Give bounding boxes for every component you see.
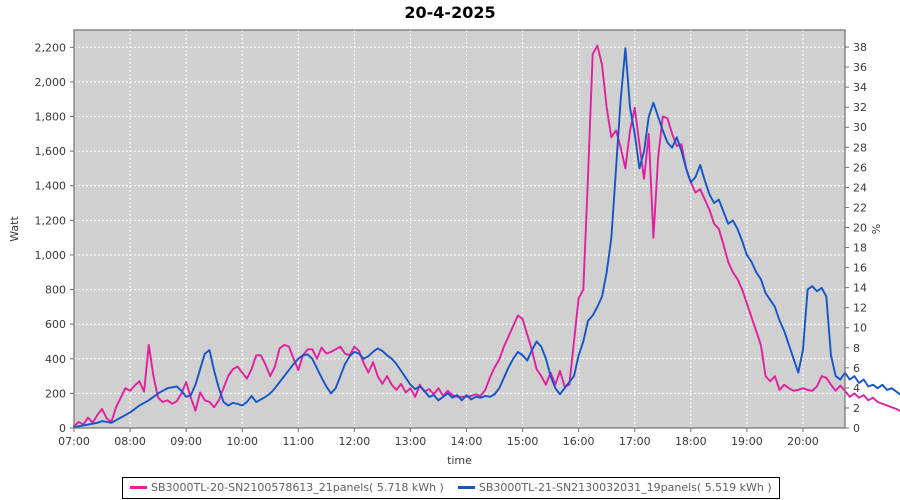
- svg-text:18:00: 18:00: [675, 435, 707, 448]
- svg-text:36: 36: [853, 61, 867, 74]
- svg-text:28: 28: [853, 141, 867, 154]
- svg-text:400: 400: [45, 353, 66, 366]
- svg-text:26: 26: [853, 161, 867, 174]
- x-axis: 07:00 08:00 09:00 10:00 11:00 12:00 13:00 14:00…: [58, 428, 819, 448]
- svg-text:14: 14: [853, 282, 867, 295]
- svg-text:10:00: 10:00: [226, 435, 258, 448]
- legend-swatch-series-1: [130, 486, 147, 489]
- chart-title: 20-4-2025: [404, 3, 496, 22]
- svg-text:2,000: 2,000: [35, 76, 67, 89]
- svg-text:13:00: 13:00: [395, 435, 427, 448]
- svg-text:14:00: 14:00: [451, 435, 483, 448]
- svg-text:8: 8: [853, 342, 860, 355]
- legend-label-series-2: SB3000TL-21-SN2130032031_19panels( 5.519…: [478, 481, 772, 494]
- svg-text:08:00: 08:00: [114, 435, 146, 448]
- svg-text:4: 4: [853, 382, 860, 395]
- svg-text:2: 2: [853, 402, 860, 415]
- svg-text:17:00: 17:00: [619, 435, 651, 448]
- svg-text:19:00: 19:00: [731, 435, 763, 448]
- chart-legend: SB3000TL-20-SN2100578613_21panels( 5.718…: [122, 477, 780, 499]
- series-lines: [73, 44, 900, 429]
- svg-text:12:00: 12:00: [339, 435, 371, 448]
- svg-text:09:00: 09:00: [170, 435, 202, 448]
- svg-text:1,000: 1,000: [35, 249, 67, 262]
- svg-text:34: 34: [853, 81, 867, 94]
- svg-text:18: 18: [853, 242, 867, 255]
- svg-text:2,200: 2,200: [35, 41, 67, 54]
- legend-label-series-1: SB3000TL-20-SN2100578613_21panels( 5.718…: [151, 481, 444, 494]
- svg-text:11:00: 11:00: [282, 435, 314, 448]
- svg-text:600: 600: [45, 318, 66, 331]
- svg-text:20: 20: [853, 221, 867, 234]
- svg-text:38: 38: [853, 41, 867, 54]
- plot-frame: [73, 29, 846, 429]
- svg-text:20:00: 20:00: [787, 435, 819, 448]
- svg-text:15:00: 15:00: [507, 435, 539, 448]
- legend-item-0[interactable]: SB3000TL-20-SN2100578613_21panels( 5.718…: [130, 481, 444, 494]
- svg-text:30: 30: [853, 121, 867, 134]
- svg-text:1,600: 1,600: [35, 145, 67, 158]
- svg-text:1,800: 1,800: [35, 111, 67, 124]
- legend-item-1[interactable]: SB3000TL-21-SN2130032031_19panels( 5.519…: [457, 481, 772, 494]
- plot-background: [74, 30, 845, 428]
- svg-text:200: 200: [45, 387, 66, 400]
- svg-text:12: 12: [853, 302, 867, 315]
- svg-text:22: 22: [853, 201, 867, 214]
- svg-text:24: 24: [853, 181, 867, 194]
- svg-text:1,400: 1,400: [35, 180, 67, 193]
- axis-titles: time Watt%: [8, 216, 883, 467]
- svg-text:0: 0: [853, 422, 860, 435]
- svg-text:32: 32: [853, 101, 867, 114]
- svg-text:07:00: 07:00: [58, 435, 90, 448]
- y-axis-left: 0 200 400 600 800 1,000 1,200 1,400 1,600 1,800 2,…: [35, 41, 74, 435]
- svg-text:%: %: [870, 224, 883, 234]
- svg-text:1,200: 1,200: [35, 214, 67, 227]
- svg-text:6: 6: [853, 362, 860, 375]
- svg-text:16: 16: [853, 262, 867, 275]
- legend-swatch-series-2: [457, 486, 475, 489]
- svg-text:Watt: Watt: [8, 216, 21, 242]
- svg-text:800: 800: [45, 284, 66, 297]
- svg-text:0: 0: [59, 422, 66, 435]
- svg-text:10: 10: [853, 322, 867, 335]
- svg-text:time: time: [447, 454, 472, 467]
- svg-text:16:00: 16:00: [563, 435, 595, 448]
